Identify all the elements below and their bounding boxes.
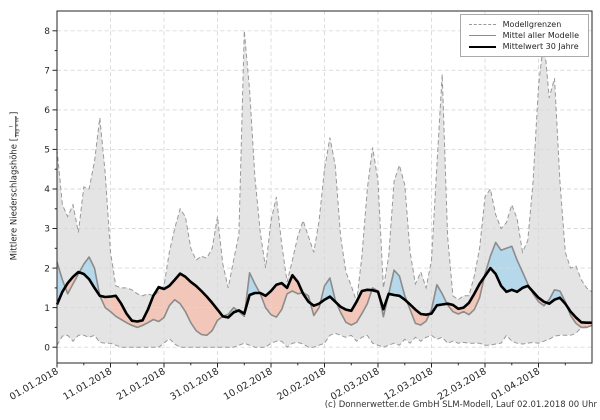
legend-item-modellgrenzen: Modellgrenzen xyxy=(468,19,579,30)
legend-item-mittel-aller-modelle: Mittel aller Modelle xyxy=(468,30,579,41)
x-tick-label: 12.03.2018 xyxy=(382,366,435,403)
y-axis-unit-fraction: l Tag × m² xyxy=(8,116,21,137)
y-axis-label: Mittlere Niederschlagshöhe [l Tag × m²] xyxy=(8,111,21,261)
legend-label: Mittelwert 30 Jahre xyxy=(502,42,579,51)
black-line-icon xyxy=(468,45,496,48)
y-axis-unit-denominator: Tag × m² xyxy=(15,116,21,137)
y-tick-label: 5 xyxy=(44,146,50,156)
y-tick-label: 3 xyxy=(44,225,50,235)
x-tick-label: 31.01.2018 xyxy=(168,366,221,403)
y-tick-label: 6 xyxy=(44,106,50,116)
x-tick-label: 10.02.2018 xyxy=(222,366,275,403)
legend-label: Modellgrenzen xyxy=(502,20,562,29)
axis-ticks xyxy=(52,30,566,368)
x-tick-label: 01.01.2018 xyxy=(8,366,61,403)
above-normal-fill xyxy=(429,284,447,314)
y-axis-unit-bracket-close: ] xyxy=(9,111,20,116)
below-normal-fill xyxy=(447,277,485,315)
y-tick-label: 8 xyxy=(44,27,50,37)
above-normal-fill xyxy=(484,242,531,292)
x-tick-label: 21.01.2018 xyxy=(115,366,168,403)
y-tick-label: 2 xyxy=(44,264,50,274)
x-tick-label: 11.01.2018 xyxy=(61,366,114,403)
thirty-year-mean-line xyxy=(55,266,592,325)
model-mean-line xyxy=(56,241,593,337)
below-normal-fill xyxy=(378,293,389,317)
x-tick-label: 01.04.2018 xyxy=(489,366,542,403)
x-tick-label: 20.02.2018 xyxy=(275,366,328,403)
legend-label: Mittel aller Modelle xyxy=(502,31,579,40)
y-tick-label: 0 xyxy=(44,343,50,353)
y-axis-label-text: Mittlere Niederschlagshöhe xyxy=(9,143,20,261)
legend-item-mittelwert-30-jahre: Mittelwert 30 Jahre xyxy=(468,41,579,52)
legend: Modellgrenzen Mittel aller Modelle Mitte… xyxy=(459,14,589,57)
model-min-line xyxy=(56,324,593,348)
footer-text: (c) Donnerwetter.de GmbH SLM-Modell, Lau… xyxy=(324,400,597,410)
dashed-line-icon xyxy=(468,24,496,25)
model-range-boundaries xyxy=(56,30,593,348)
y-axis-unit-bracket-open: [ xyxy=(9,137,20,142)
y-tick-label: 4 xyxy=(44,185,50,195)
y-tick-label: 1 xyxy=(44,304,50,314)
x-tick-label: 22.03.2018 xyxy=(436,366,489,403)
gray-line-icon xyxy=(468,35,496,36)
y-tick-label: 7 xyxy=(44,67,50,77)
x-tick-label: 02.03.2018 xyxy=(329,366,382,403)
above-normal-fill xyxy=(57,262,66,305)
